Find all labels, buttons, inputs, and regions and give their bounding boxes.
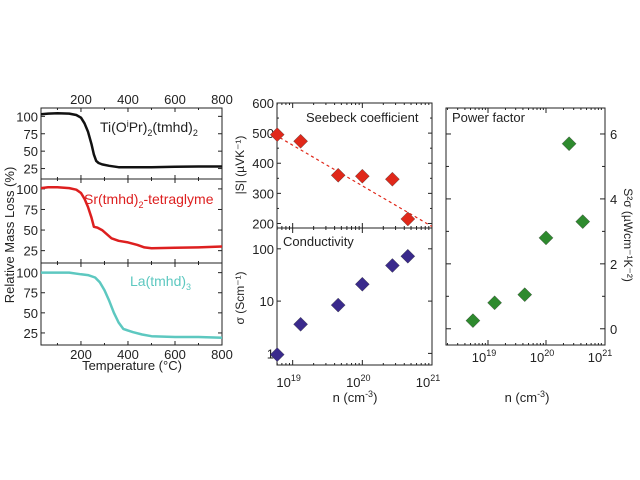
seebeck-point <box>355 168 370 184</box>
power-factor-ytick-label: 4 <box>610 192 617 207</box>
tga-ytick-label: 75 <box>24 127 38 142</box>
tga-ytick-label: 50 <box>24 223 38 238</box>
power-factor-point <box>487 295 502 311</box>
tga-series-line <box>41 271 223 340</box>
power-factor-title: Power factor <box>452 110 526 125</box>
conductivity-ylabel: σ (Scm⁻¹) <box>233 271 247 324</box>
tga-top-xtick-label: 600 <box>164 92 186 107</box>
tga-ytick-label: 100 <box>16 182 38 197</box>
seebeck-point <box>269 127 285 142</box>
seebeck-ytick-label: 500 <box>252 126 274 141</box>
seebeck-point <box>293 133 308 149</box>
seebeck-ytick-label: 200 <box>252 216 274 231</box>
power-factor-ytick-label: 0 <box>610 322 617 337</box>
conductivity-ytick-label: 1 <box>267 346 274 361</box>
power-factor-xtick-label: 1021 <box>588 348 612 365</box>
conductivity-point <box>293 317 308 332</box>
power-factor-point <box>561 136 577 151</box>
tga-panel-frame <box>40 262 223 346</box>
power-factor-ytick-label: 2 <box>610 257 617 272</box>
seebeck-ytick-label: 400 <box>252 156 274 171</box>
tga-top-xtick-label: 200 <box>70 92 92 107</box>
tga-xtick-label: 400 <box>117 347 139 362</box>
tga-xlabel: Temperature (°C) <box>82 358 182 373</box>
seebeck-ytick-label: 600 <box>252 96 274 111</box>
tga-ytick-label: 100 <box>16 266 38 281</box>
tga-chart: Relative Mass Loss (%) Temperature (°C) … <box>2 92 233 373</box>
seebeck-ylabel: |S| (µVK⁻¹) <box>233 136 247 195</box>
power-factor-ytick-label: 6 <box>610 127 617 142</box>
conductivity-xlabel: n (cm-3) <box>333 389 378 405</box>
conductivity-point <box>330 297 346 313</box>
tga-ytick-label: 25 <box>24 162 38 177</box>
tga-series-line <box>40 185 223 250</box>
tga-top-xtick-label: 800 <box>211 92 233 107</box>
conductivity-point <box>269 347 285 362</box>
power-factor-xtick-label: 1020 <box>530 348 554 365</box>
tga-ytick-label: 50 <box>24 144 38 159</box>
seebeck-point <box>400 211 416 227</box>
conductivity-point <box>355 276 370 292</box>
tga-ytick-label: 75 <box>24 286 38 301</box>
conductivity-xtick-label: 1020 <box>346 373 370 390</box>
tga-ytick-label: 50 <box>24 306 38 321</box>
tga-ytick-label: 25 <box>24 326 38 341</box>
seebeck-ytick-label: 300 <box>252 186 274 201</box>
power-factor-frame <box>445 107 606 346</box>
seebeck-point <box>385 171 400 187</box>
power-factor-chart: Power factor S²σ (µWcm⁻¹K⁻²) n (cm-3) 0 2… <box>445 107 635 405</box>
power-factor-point <box>538 230 554 246</box>
tga-ytick-label: 100 <box>16 109 38 124</box>
conductivity-ytick-label: 100 <box>252 242 274 257</box>
tga-xtick-label: 200 <box>70 347 92 362</box>
conductivity-xtick-label: 1021 <box>416 373 440 390</box>
conductivity-title: Conductivity <box>283 234 354 249</box>
conductivity-ytick-label: 10 <box>260 294 274 309</box>
power-factor-point <box>517 287 533 302</box>
seebeck-point <box>330 168 346 183</box>
tga-xtick-label: 600 <box>164 347 186 362</box>
tga-top-xtick-label: 400 <box>117 92 139 107</box>
power-factor-xtick-label: 1019 <box>472 348 496 365</box>
tga-series-label-ti: Ti(OiPr)2(tmhd)2 <box>100 119 198 138</box>
tga-ytick-label: 25 <box>24 244 38 259</box>
seebeck-fit-line <box>277 135 432 228</box>
tga-ytick-label: 75 <box>24 202 38 217</box>
power-factor-ylabel: S²σ (µWcm⁻¹K⁻²) <box>621 188 635 282</box>
seebeck-conductivity-chart: Seebeck coefficient Conductivity |S| (µV… <box>233 96 440 405</box>
power-factor-point <box>465 313 481 328</box>
conductivity-point <box>385 258 400 273</box>
tga-xtick-label: 800 <box>211 347 233 362</box>
tga-series-line <box>40 111 222 169</box>
conductivity-frame <box>276 227 433 366</box>
tga-ylabel: Relative Mass Loss (%) <box>2 167 17 304</box>
power-factor-point <box>575 214 591 229</box>
power-factor-xlabel: n (cm-3) <box>505 389 550 405</box>
seebeck-title: Seebeck coefficient <box>306 110 419 125</box>
conductivity-xtick-label: 1019 <box>276 373 300 390</box>
tga-series-label-sr: Sr(tmhd)2-tetraglyme <box>84 191 214 210</box>
conductivity-point <box>400 248 416 264</box>
tga-series-label-la: La(tmhd)3 <box>130 273 191 292</box>
